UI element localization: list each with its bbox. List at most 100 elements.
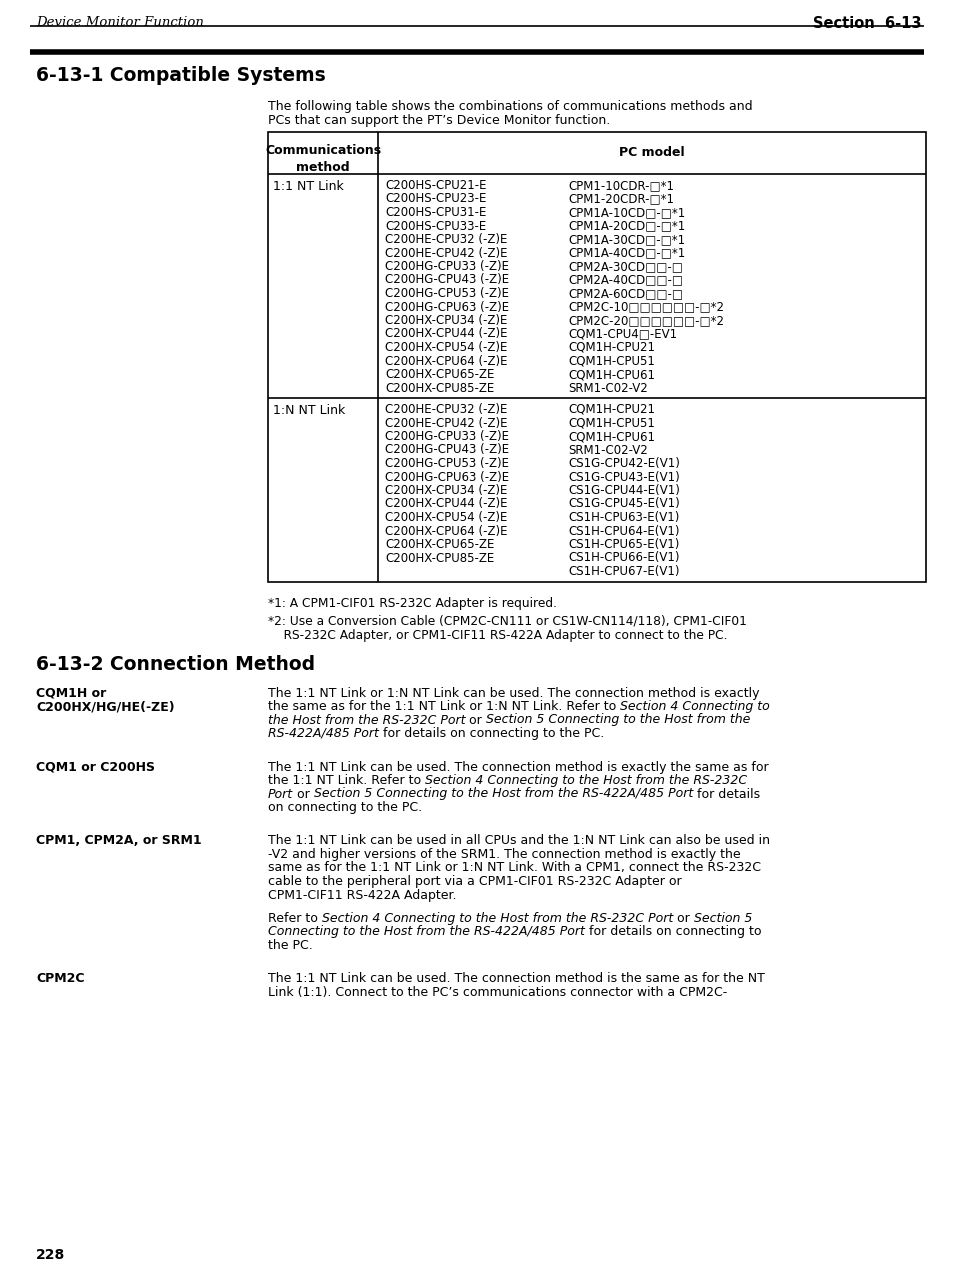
Text: C200HX-CPU44 (-Z)E: C200HX-CPU44 (-Z)E bbox=[385, 327, 507, 341]
Text: C200HG-CPU53 (-Z)E: C200HG-CPU53 (-Z)E bbox=[385, 456, 509, 470]
Text: Refer to: Refer to bbox=[268, 912, 321, 924]
Text: CS1H-CPU66-E(V1): CS1H-CPU66-E(V1) bbox=[567, 552, 679, 564]
Text: CPM1A-30CD□-□*1: CPM1A-30CD□-□*1 bbox=[567, 233, 684, 246]
Text: CQM1H-CPU61: CQM1H-CPU61 bbox=[567, 368, 655, 380]
Text: RS-232C Adapter, or CPM1-CIF11 RS-422A Adapter to connect to the PC.: RS-232C Adapter, or CPM1-CIF11 RS-422A A… bbox=[268, 629, 727, 642]
Text: Communications
method: Communications method bbox=[265, 145, 380, 174]
Text: C200HG-CPU53 (-Z)E: C200HG-CPU53 (-Z)E bbox=[385, 287, 509, 301]
Text: Section 5: Section 5 bbox=[693, 912, 752, 924]
Text: C200HG-CPU33 (-Z)E: C200HG-CPU33 (-Z)E bbox=[385, 430, 509, 443]
Text: CS1G-CPU43-E(V1): CS1G-CPU43-E(V1) bbox=[567, 470, 679, 483]
Text: CS1G-CPU42-E(V1): CS1G-CPU42-E(V1) bbox=[567, 456, 679, 470]
Text: CPM1-20CDR-□*1: CPM1-20CDR-□*1 bbox=[567, 193, 673, 205]
Text: C200HX-CPU64 (-Z)E: C200HX-CPU64 (-Z)E bbox=[385, 355, 507, 368]
Text: CS1H-CPU67-E(V1): CS1H-CPU67-E(V1) bbox=[567, 566, 679, 578]
Text: CPM1A-20CD□-□*1: CPM1A-20CD□-□*1 bbox=[567, 219, 684, 232]
Text: CPM1-CIF11 RS-422A Adapter.: CPM1-CIF11 RS-422A Adapter. bbox=[268, 889, 456, 902]
Text: C200HS-CPU31-E: C200HS-CPU31-E bbox=[385, 205, 486, 219]
Text: CS1H-CPU65-E(V1): CS1H-CPU65-E(V1) bbox=[567, 538, 679, 552]
Text: SRM1-C02-V2: SRM1-C02-V2 bbox=[567, 382, 647, 394]
Text: C200HE-CPU42 (-Z)E: C200HE-CPU42 (-Z)E bbox=[385, 246, 507, 260]
Text: CPM2C-10□□□□□□-□*2: CPM2C-10□□□□□□-□*2 bbox=[567, 301, 723, 313]
Text: for details on connecting to: for details on connecting to bbox=[584, 926, 760, 938]
Text: C200HX-CPU65-ZE: C200HX-CPU65-ZE bbox=[385, 368, 494, 380]
Text: or: or bbox=[293, 787, 314, 800]
Text: Link (1:1). Connect to the PC’s communications connector with a CPM2C-: Link (1:1). Connect to the PC’s communic… bbox=[268, 987, 726, 999]
Text: CPM2C: CPM2C bbox=[36, 973, 85, 985]
Text: Device Monitor Function: Device Monitor Function bbox=[36, 16, 204, 29]
Text: Section 4 Connecting to: Section 4 Connecting to bbox=[619, 700, 769, 713]
Text: 1:1 NT Link: 1:1 NT Link bbox=[273, 180, 343, 193]
Text: same as for the 1:1 NT Link or 1:N NT Link. With a CPM1, connect the RS-232C: same as for the 1:1 NT Link or 1:N NT Li… bbox=[268, 861, 760, 875]
Text: RS-422A/485 Port: RS-422A/485 Port bbox=[268, 727, 378, 741]
Text: or: or bbox=[465, 714, 486, 727]
Text: PCs that can support the PT’s Device Monitor function.: PCs that can support the PT’s Device Mon… bbox=[268, 114, 610, 127]
Text: Section 4 Connecting to the Host from the RS-232C Port: Section 4 Connecting to the Host from th… bbox=[321, 912, 673, 924]
Text: CPM1-10CDR-□*1: CPM1-10CDR-□*1 bbox=[567, 179, 673, 191]
Text: SRM1-C02-V2: SRM1-C02-V2 bbox=[567, 444, 647, 456]
Text: CS1H-CPU63-E(V1): CS1H-CPU63-E(V1) bbox=[567, 511, 679, 524]
Text: CQM1H-CPU21: CQM1H-CPU21 bbox=[567, 341, 655, 354]
Text: C200HS-CPU21-E: C200HS-CPU21-E bbox=[385, 179, 486, 191]
Text: cable to the peripheral port via a CPM1-CIF01 RS-232C Adapter or: cable to the peripheral port via a CPM1-… bbox=[268, 875, 680, 888]
Text: CPM2A-60CD□□-□: CPM2A-60CD□□-□ bbox=[567, 287, 682, 301]
Text: C200HX-CPU64 (-Z)E: C200HX-CPU64 (-Z)E bbox=[385, 525, 507, 538]
Text: C200HG-CPU43 (-Z)E: C200HG-CPU43 (-Z)E bbox=[385, 274, 509, 287]
Text: C200HG-CPU63 (-Z)E: C200HG-CPU63 (-Z)E bbox=[385, 301, 509, 313]
Text: CPM2C-20□□□□□□-□*2: CPM2C-20□□□□□□-□*2 bbox=[567, 314, 723, 327]
Text: the PC.: the PC. bbox=[268, 940, 313, 952]
Text: C200HX-CPU34 (-Z)E: C200HX-CPU34 (-Z)E bbox=[385, 314, 507, 327]
Text: on connecting to the PC.: on connecting to the PC. bbox=[268, 801, 421, 814]
Text: 6-13-2 Connection Method: 6-13-2 Connection Method bbox=[36, 654, 314, 673]
Text: CS1G-CPU44-E(V1): CS1G-CPU44-E(V1) bbox=[567, 484, 679, 497]
Text: CQM1H-CPU51: CQM1H-CPU51 bbox=[567, 416, 654, 430]
Text: C200HS-CPU33-E: C200HS-CPU33-E bbox=[385, 219, 486, 232]
Text: CQM1H-CPU61: CQM1H-CPU61 bbox=[567, 430, 655, 443]
Text: CPM1A-40CD□-□*1: CPM1A-40CD□-□*1 bbox=[567, 246, 684, 260]
Text: the same as for the 1:1 NT Link or 1:N NT Link. Refer to: the same as for the 1:1 NT Link or 1:N N… bbox=[268, 700, 619, 713]
Text: C200HG-CPU43 (-Z)E: C200HG-CPU43 (-Z)E bbox=[385, 444, 509, 456]
Text: Section 4 Connecting to the Host from the RS-232C: Section 4 Connecting to the Host from th… bbox=[425, 773, 746, 787]
Text: C200HG-CPU63 (-Z)E: C200HG-CPU63 (-Z)E bbox=[385, 470, 509, 483]
Text: The 1:1 NT Link can be used. The connection method is the same as for the NT: The 1:1 NT Link can be used. The connect… bbox=[268, 973, 764, 985]
Text: C200HE-CPU42 (-Z)E: C200HE-CPU42 (-Z)E bbox=[385, 416, 507, 430]
Text: Connecting to the Host from the RS-422A/485 Port: Connecting to the Host from the RS-422A/… bbox=[268, 926, 584, 938]
Text: -V2 and higher versions of the SRM1. The connection method is exactly the: -V2 and higher versions of the SRM1. The… bbox=[268, 848, 740, 861]
Text: CQM1H or: CQM1H or bbox=[36, 686, 106, 700]
Text: *1: A CPM1-CIF01 RS-232C Adapter is required.: *1: A CPM1-CIF01 RS-232C Adapter is requ… bbox=[268, 596, 557, 610]
Text: C200HX-CPU65-ZE: C200HX-CPU65-ZE bbox=[385, 538, 494, 552]
Text: C200HX-CPU54 (-Z)E: C200HX-CPU54 (-Z)E bbox=[385, 511, 507, 524]
Text: C200HG-CPU33 (-Z)E: C200HG-CPU33 (-Z)E bbox=[385, 260, 509, 273]
Text: PC model: PC model bbox=[618, 147, 684, 160]
Text: CQM1H-CPU21: CQM1H-CPU21 bbox=[567, 403, 655, 416]
Text: CPM1A-10CD□-□*1: CPM1A-10CD□-□*1 bbox=[567, 205, 684, 219]
Text: for details: for details bbox=[693, 787, 760, 800]
Text: C200HX-CPU34 (-Z)E: C200HX-CPU34 (-Z)E bbox=[385, 484, 507, 497]
Text: or: or bbox=[673, 912, 693, 924]
Text: the Host from the RS-232C Port: the Host from the RS-232C Port bbox=[268, 714, 465, 727]
Text: CQM1-CPU4□-EV1: CQM1-CPU4□-EV1 bbox=[567, 327, 677, 341]
Text: C200HX-CPU85-ZE: C200HX-CPU85-ZE bbox=[385, 382, 494, 394]
Text: C200HE-CPU32 (-Z)E: C200HE-CPU32 (-Z)E bbox=[385, 233, 507, 246]
Text: C200HX/HG/HE(-ZE): C200HX/HG/HE(-ZE) bbox=[36, 700, 174, 714]
Text: C200HX-CPU85-ZE: C200HX-CPU85-ZE bbox=[385, 552, 494, 564]
Text: Section 5 Connecting to the Host from the: Section 5 Connecting to the Host from th… bbox=[486, 714, 750, 727]
Text: The following table shows the combinations of communications methods and: The following table shows the combinatio… bbox=[268, 100, 752, 113]
Text: CPM2A-30CD□□-□: CPM2A-30CD□□-□ bbox=[567, 260, 682, 273]
Text: for details on connecting to the PC.: for details on connecting to the PC. bbox=[378, 727, 603, 741]
Text: C200HS-CPU23-E: C200HS-CPU23-E bbox=[385, 193, 486, 205]
Text: The 1:1 NT Link can be used in all CPUs and the 1:N NT Link can also be used in: The 1:1 NT Link can be used in all CPUs … bbox=[268, 834, 769, 847]
Text: the 1:1 NT Link. Refer to: the 1:1 NT Link. Refer to bbox=[268, 773, 425, 787]
Text: CPM1, CPM2A, or SRM1: CPM1, CPM2A, or SRM1 bbox=[36, 834, 201, 847]
Text: Section  6-13: Section 6-13 bbox=[813, 16, 921, 30]
Text: 228: 228 bbox=[36, 1248, 65, 1262]
Text: C200HE-CPU32 (-Z)E: C200HE-CPU32 (-Z)E bbox=[385, 403, 507, 416]
Text: 6-13-1 Compatible Systems: 6-13-1 Compatible Systems bbox=[36, 66, 325, 85]
Text: The 1:1 NT Link or 1:N NT Link can be used. The connection method is exactly: The 1:1 NT Link or 1:N NT Link can be us… bbox=[268, 686, 759, 700]
Text: *2: Use a Conversion Cable (CPM2C-CN111 or CS1W-CN114/118), CPM1-CIF01: *2: Use a Conversion Cable (CPM2C-CN111 … bbox=[268, 615, 746, 628]
Text: CS1G-CPU45-E(V1): CS1G-CPU45-E(V1) bbox=[567, 497, 679, 511]
Text: CQM1 or C200HS: CQM1 or C200HS bbox=[36, 761, 154, 773]
Text: CQM1H-CPU51: CQM1H-CPU51 bbox=[567, 355, 654, 368]
Text: Port: Port bbox=[268, 787, 293, 800]
Text: C200HX-CPU54 (-Z)E: C200HX-CPU54 (-Z)E bbox=[385, 341, 507, 354]
